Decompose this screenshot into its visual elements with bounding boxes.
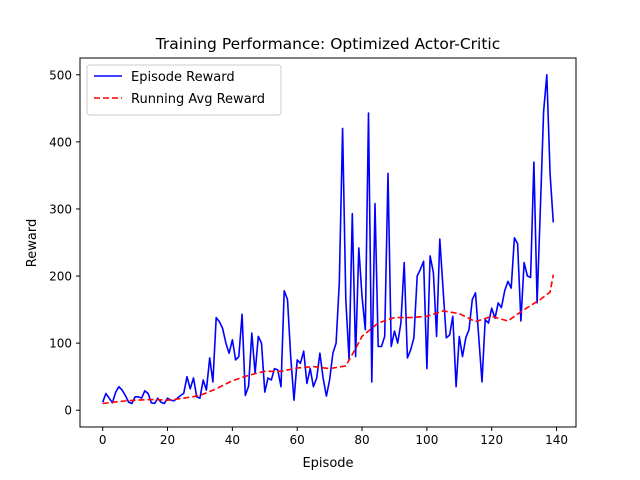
x-tick-label: 60: [290, 433, 305, 447]
legend-box: [86, 64, 282, 116]
legend: Episode Reward Running Avg Reward: [86, 64, 282, 116]
x-tick-label: 80: [354, 433, 369, 447]
legend-label-episode-reward: Episode Reward: [131, 70, 235, 85]
x-tick-label: 0: [99, 433, 107, 447]
axes-frame: [79, 57, 577, 428]
y-tick-label: 0: [64, 404, 72, 418]
x-axis: 0 20 40 60 80 100 120 140: [99, 427, 568, 447]
chart-title: Training Performance: Optimized Actor-Cr…: [155, 35, 501, 53]
series-line-episode-reward: [101, 74, 555, 405]
legend-label-running-avg: Running Avg Reward: [131, 92, 265, 107]
y-axis-label: Reward: [25, 219, 40, 267]
y-tick-label: 300: [49, 202, 72, 216]
series-line-running-avg: [102, 274, 555, 405]
y-tick-label: 100: [49, 337, 72, 351]
plot-area: 0 20 40 60 80 100 120 140 0 100 200 300 400 500: [49, 57, 577, 447]
x-tick-label: 20: [160, 433, 175, 447]
x-tick-label: 40: [225, 433, 240, 447]
x-tick-label: 140: [545, 433, 568, 447]
y-axis: 0 100 200 300 400 500: [49, 68, 80, 418]
y-tick-label: 400: [49, 135, 72, 149]
series-layer: [101, 74, 555, 405]
x-tick-label: 100: [415, 433, 438, 447]
y-tick-label: 500: [49, 68, 72, 82]
x-tick-label: 120: [480, 433, 503, 447]
y-tick-label: 200: [49, 270, 72, 284]
x-axis-label: Episode: [302, 456, 353, 471]
